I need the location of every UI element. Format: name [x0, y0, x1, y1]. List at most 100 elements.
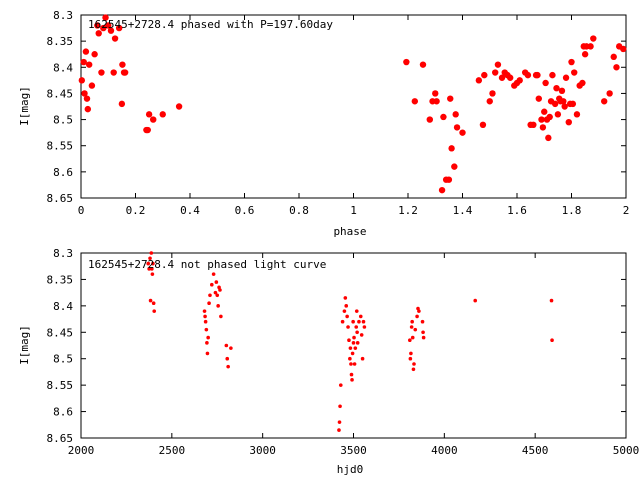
- data-point: [202, 309, 207, 313]
- y-tick-label: 8.45: [47, 326, 74, 339]
- data-point: [408, 356, 413, 361]
- data-point: [492, 69, 499, 76]
- data-point: [121, 69, 129, 76]
- data-point: [111, 35, 119, 42]
- data-point: [353, 346, 358, 350]
- data-point: [95, 30, 102, 37]
- data-point: [409, 351, 413, 356]
- data-point: [80, 58, 87, 66]
- data-point: [360, 356, 365, 361]
- x-tick-label: 0.8: [289, 204, 309, 217]
- data-point: [145, 111, 153, 118]
- data-point: [554, 111, 562, 118]
- data-point: [601, 98, 608, 105]
- data-point: [107, 27, 115, 34]
- y-axis-label: I[mag]: [18, 325, 31, 365]
- data-point: [203, 314, 207, 319]
- data-point: [349, 372, 354, 377]
- data-point: [115, 24, 123, 32]
- data-point: [352, 335, 356, 340]
- x-axis-ticks: 2000 2500 3000 3500 4000 4500 5000: [68, 253, 640, 457]
- data-point: [346, 325, 350, 329]
- data-point: [411, 367, 416, 372]
- chart-title: 162545+2728.4 phased with P=197.60day: [88, 18, 333, 31]
- data-point: [613, 64, 620, 71]
- data-point: [534, 71, 541, 79]
- data-point: [571, 69, 578, 76]
- data-point: [98, 69, 105, 76]
- x-tick-label: 0.2: [126, 204, 146, 217]
- data-point: [119, 61, 126, 68]
- data-point: [205, 351, 210, 356]
- data-point: [459, 129, 466, 136]
- y-tick-label: 8.3: [53, 247, 73, 260]
- x-tick-label: 2500: [159, 444, 186, 457]
- data-point: [207, 301, 211, 306]
- phased-light-curve-panel: 0 0.2 0.4 0.6 0.8 1 1.2 1.4 1.6 1.8 2 8.38.358.48.…: [18, 9, 629, 238]
- x-tick-label: 1.8: [562, 204, 582, 217]
- data-point: [348, 356, 352, 361]
- data-point: [426, 116, 433, 123]
- data-point: [91, 51, 98, 58]
- data-point: [338, 404, 342, 409]
- data-point: [539, 124, 547, 131]
- data-point: [550, 338, 554, 343]
- data-point: [561, 103, 568, 110]
- data-point: [148, 256, 152, 261]
- data-point: [337, 420, 342, 424]
- data-point: [421, 330, 425, 335]
- x-tick-label: 5000: [613, 444, 640, 457]
- y-tick-label: 8.35: [47, 35, 74, 48]
- data-point: [506, 74, 514, 81]
- data-point: [355, 341, 360, 345]
- data-point: [530, 121, 537, 128]
- data-point: [408, 338, 412, 343]
- data-point: [146, 261, 151, 266]
- data-point: [342, 309, 347, 313]
- data-point: [105, 22, 112, 29]
- y-tick-label: 8.65: [47, 432, 74, 445]
- y-tick-label: 8.4: [53, 300, 73, 313]
- x-tick-label: 3000: [249, 444, 276, 457]
- y-tick-label: 8.55: [47, 379, 74, 392]
- data-point: [78, 77, 86, 84]
- data-point: [216, 304, 220, 308]
- data-point: [351, 319, 355, 324]
- data-point: [479, 121, 487, 128]
- data-point: [553, 85, 560, 92]
- unphased-light-curve-panel: 2000 2500 3000 3500 4000 4500 5000 8.38.358.48…: [18, 247, 639, 476]
- data-point: [546, 113, 553, 121]
- y-axis-label: I[mag]: [18, 86, 31, 126]
- data-point: [218, 288, 222, 292]
- data-point: [151, 261, 155, 266]
- data-point: [579, 79, 586, 87]
- data-point: [409, 325, 414, 329]
- data-point: [118, 100, 126, 108]
- data-point: [211, 272, 216, 276]
- data-point: [94, 22, 101, 29]
- data-point: [355, 330, 359, 335]
- data-point: [213, 290, 218, 295]
- data-point: [215, 293, 220, 298]
- data-point: [473, 298, 478, 303]
- x-axis-ticks: 0 0.2 0.4 0.6 0.8 1 1.2 1.4 1.6 1.8 2: [78, 15, 629, 217]
- data-point: [419, 61, 427, 68]
- data-point: [417, 309, 421, 313]
- data-point: [85, 61, 93, 68]
- data-point: [150, 272, 155, 276]
- y-tick-label: 8.4: [53, 61, 73, 74]
- data-point: [110, 69, 117, 76]
- data-point: [420, 319, 425, 324]
- data-point: [498, 74, 506, 81]
- data-point: [347, 338, 351, 343]
- x-tick-label: 0.6: [235, 204, 255, 217]
- data-points: [146, 251, 554, 432]
- data-point: [433, 98, 440, 105]
- data-point: [226, 364, 230, 369]
- data-point: [447, 95, 454, 102]
- data-point: [610, 53, 617, 61]
- data-point: [453, 124, 461, 131]
- data-point: [210, 282, 214, 287]
